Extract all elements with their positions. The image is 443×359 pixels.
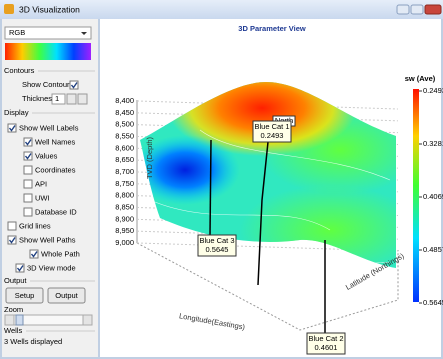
wells-status: 3 Wells displayed [4, 337, 62, 346]
group-title: Display [4, 108, 29, 117]
depth-tick-label: 8,450 [115, 108, 134, 117]
legend-tick-label: 0.4857 [423, 245, 443, 254]
app-icon [4, 4, 14, 14]
depth-tick-label: 8,500 [115, 120, 134, 129]
depth-tick-label: 9,000 [115, 238, 134, 247]
well-path [257, 141, 269, 286]
check-mark [8, 125, 16, 132]
depth-tick-label: 8,550 [115, 131, 134, 140]
checkbox[interactable] [29, 249, 39, 259]
legend-tick-label: 0.2493 [423, 86, 443, 95]
group-title: Zoom [4, 305, 23, 314]
checkbox-label: Whole Path [41, 249, 80, 258]
close-button[interactable] [424, 4, 442, 15]
check-mark [70, 82, 78, 89]
window-title: 3D Visualization [19, 4, 80, 14]
checkbox[interactable] [23, 179, 33, 189]
group-title: Wells [4, 326, 22, 335]
depth-tick-label: 8,650 [115, 155, 134, 164]
color-map-value: RGB [9, 28, 25, 37]
well-label-box [197, 234, 237, 257]
color-map-dropdown[interactable] [4, 26, 92, 40]
floor-edge [136, 242, 399, 331]
output-button[interactable] [47, 287, 86, 304]
thickness-input[interactable] [51, 93, 66, 105]
checkbox[interactable] [23, 193, 33, 203]
depth-tick-label: 8,600 [115, 143, 134, 152]
button-label: Setup [15, 291, 35, 300]
checkbox-label: Show Well Labels [19, 123, 79, 132]
check-mark [24, 139, 32, 146]
checkbox[interactable] [7, 235, 17, 245]
check-mark [30, 251, 38, 258]
surface-region [140, 135, 240, 205]
well-name: Blue Cat 2 [308, 334, 343, 343]
check-mark [8, 237, 16, 244]
slider-left[interactable] [4, 314, 15, 326]
well-value: 0.5645 [206, 245, 229, 254]
north-label: North [275, 116, 293, 125]
checkbox-label: UWI [35, 193, 50, 202]
minimize-button[interactable] [396, 4, 410, 15]
checkbox-label: Show Contours [22, 80, 74, 89]
depth-tick-label: 8,400 [115, 96, 134, 105]
slider-right[interactable] [82, 314, 93, 326]
increment-button[interactable] [77, 93, 88, 105]
depth-tick-label: 8,850 [115, 202, 134, 211]
depth-tick-label: 8,950 [115, 226, 134, 235]
thickness-value: 1 [55, 94, 59, 103]
checkbox[interactable] [7, 221, 17, 231]
well-value: 0.4601 [315, 343, 338, 352]
well-path [209, 139, 212, 236]
legend-tick-label: 0.3281 [423, 139, 443, 148]
checkbox-label: Values [35, 151, 58, 160]
check-mark [24, 153, 32, 160]
well-value: 0.2493 [261, 131, 284, 140]
checkbox[interactable] [15, 263, 25, 273]
color-ramp [5, 43, 91, 60]
title-bar [0, 0, 443, 19]
button-label: Output [55, 291, 78, 300]
well-label-box [306, 332, 346, 355]
depth-tick-label: 8,800 [115, 191, 134, 200]
checkbox[interactable] [23, 207, 33, 217]
maximize-button[interactable] [410, 4, 424, 15]
thickness-label: Thickness [22, 94, 56, 103]
checkbox[interactable] [23, 151, 33, 161]
legend-tick-label: 0.4069 [423, 192, 443, 201]
checkbox[interactable] [23, 137, 33, 147]
checkbox-label: Database ID [35, 207, 77, 216]
checkbox[interactable] [69, 80, 79, 90]
depth-tick-label: 8,700 [115, 167, 134, 176]
view-title: 3D Parameter View [238, 24, 306, 33]
depth-axis-label: TVD (Depth) [145, 136, 154, 179]
check-mark [16, 265, 24, 272]
slider-thumb[interactable] [15, 314, 24, 326]
well-name: Blue Cat 3 [199, 236, 234, 245]
dropdown-arrow [81, 32, 87, 35]
depth-tick-label: 8,900 [115, 214, 134, 223]
checkbox[interactable] [23, 165, 33, 175]
well-label-box [252, 120, 292, 143]
checkbox-label: 3D View mode [27, 263, 76, 272]
color-bar [413, 89, 419, 302]
decrement-button[interactable] [66, 93, 77, 105]
legend-tick-label: 0.5645 [423, 298, 443, 307]
group-title: Contours [4, 66, 35, 75]
checkbox-label: Coordinates [35, 165, 76, 174]
well-name: Blue Cat 1 [254, 122, 289, 131]
checkbox-label: API [35, 179, 47, 188]
checkbox[interactable] [7, 123, 17, 133]
checkbox-label: Show Well Paths [19, 235, 76, 244]
legend-title: sw (Ave) [405, 74, 436, 83]
setup-button[interactable] [5, 287, 44, 304]
depth-tick-label: 8,750 [115, 179, 134, 188]
depth-grid-line [136, 100, 399, 110]
checkbox-label: Well Names [35, 137, 76, 146]
checkbox-label: Grid lines [19, 221, 51, 230]
group-title: Output [4, 276, 27, 285]
